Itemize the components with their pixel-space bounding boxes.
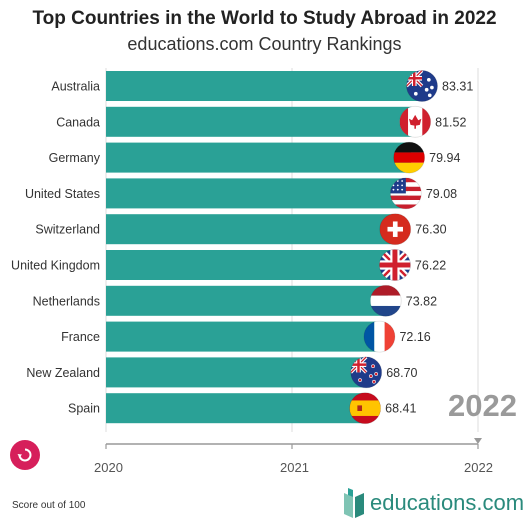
new-zealand-flag-icon (350, 356, 383, 389)
value-label: 68.41 (385, 402, 416, 416)
timeline-tick-label: 2021 (280, 460, 309, 475)
book-logo-icon (344, 488, 364, 518)
uk-flag-icon (379, 249, 411, 281)
timeline-handle[interactable] (474, 438, 482, 444)
timeline-tick-label: 2020 (94, 460, 123, 475)
brand-name: educations.com (370, 490, 525, 515)
australia-flag-icon (406, 70, 438, 102)
value-label: 83.31 (442, 80, 473, 94)
spain-flag-icon (349, 392, 382, 425)
category-label: Canada (56, 115, 100, 129)
value-label: 79.94 (429, 151, 460, 165)
netherlands-flag-icon (369, 284, 402, 317)
bar (106, 106, 418, 137)
category-label: France (61, 330, 100, 344)
bar (106, 142, 412, 173)
value-label: 81.52 (435, 115, 466, 129)
category-label: Netherlands (33, 294, 100, 308)
category-label: Australia (51, 80, 100, 94)
category-label: Switzerland (35, 223, 100, 237)
value-label: 68.70 (386, 366, 417, 380)
brand-logo: educations.com (342, 487, 524, 519)
bar (106, 393, 368, 424)
bar (106, 71, 424, 101)
category-label: United Kingdom (11, 259, 100, 273)
france-flag-icon (363, 320, 396, 353)
timeline-tick-label: 2022 (464, 460, 493, 475)
bar (106, 178, 408, 209)
value-label: 76.22 (415, 259, 446, 273)
replay-icon (17, 448, 32, 462)
category-label: Spain (68, 402, 100, 416)
germany-flag-icon (393, 141, 426, 174)
value-label: 79.08 (426, 187, 457, 201)
replay-button[interactable] (10, 440, 40, 470)
value-label: 72.16 (399, 330, 430, 344)
category-label: New Zealand (26, 366, 100, 380)
footnote: Score out of 100 (12, 500, 86, 511)
bar (106, 250, 397, 280)
canada-flag-icon (399, 105, 432, 138)
usa-flag-icon (389, 177, 422, 210)
value-label: 76.30 (415, 223, 446, 237)
category-label: Germany (49, 151, 101, 165)
chart-title: Top Countries in the World to Study Abro… (32, 8, 497, 29)
value-label: 73.82 (406, 294, 437, 308)
bar (106, 214, 398, 245)
bar (106, 321, 382, 352)
bar (106, 357, 369, 388)
current-year-label: 2022 (448, 388, 517, 423)
bar (106, 285, 388, 316)
chart-subtitle: educations.com Country Rankings (127, 34, 402, 54)
category-label: United States (25, 187, 100, 201)
switzerland-flag-icon (379, 213, 412, 246)
